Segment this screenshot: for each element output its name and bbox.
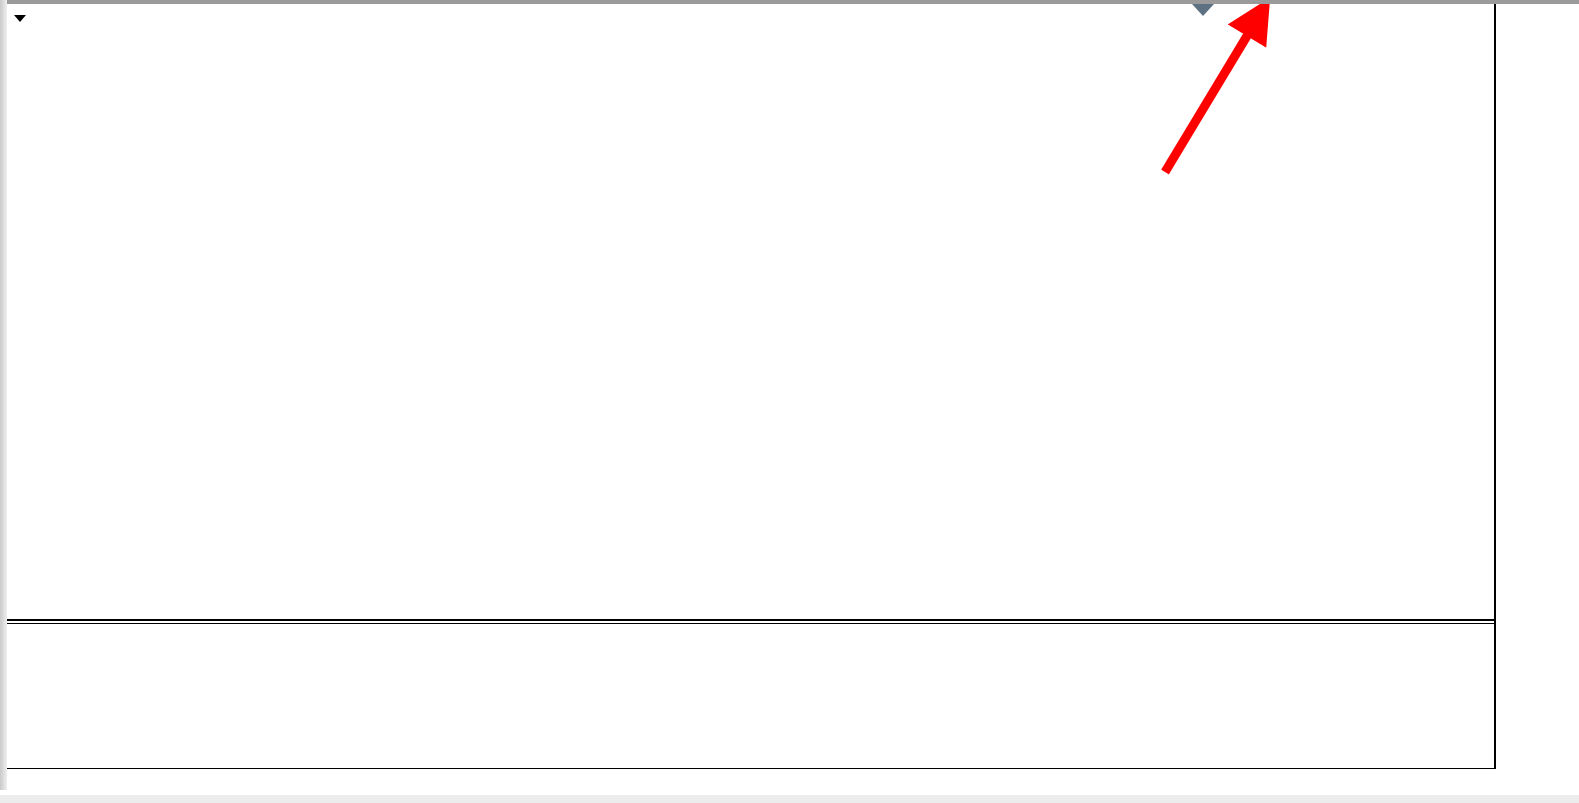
triangle-down-icon[interactable] (14, 15, 26, 22)
trend-arrow-annotation (1161, 4, 1271, 175)
time-axis-topline (7, 768, 1494, 769)
pane-separator (7, 619, 1494, 621)
price-axis[interactable] (1496, 4, 1579, 619)
price-axis-separator (1494, 4, 1496, 768)
macd-signal-line (7, 624, 1494, 769)
triangle-down-marker (1192, 4, 1214, 16)
window-top-border (0, 0, 1579, 4)
window-bottom-border (0, 795, 1579, 803)
price-chart-pane[interactable] (7, 4, 1496, 619)
time-axis[interactable] (7, 770, 1579, 795)
macd-indicator-pane[interactable] (7, 623, 1496, 769)
macd-axis[interactable] (1496, 623, 1579, 768)
window-left-scrollbar[interactable] (0, 0, 7, 790)
